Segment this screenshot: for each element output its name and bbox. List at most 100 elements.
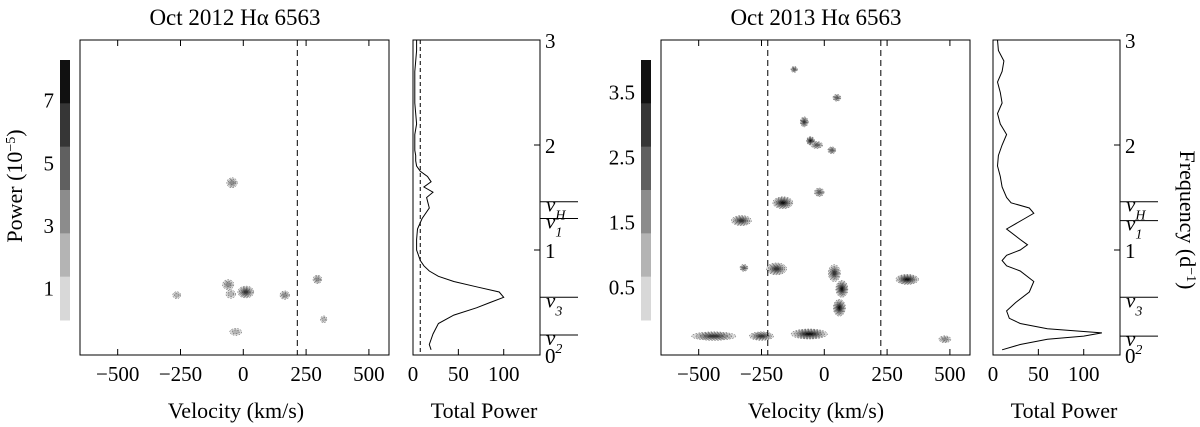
- contour-blob-14-level-3: [742, 266, 746, 270]
- colorbar-segment-2: [60, 146, 70, 191]
- contour-blob-0-level-4: [707, 334, 721, 338]
- right-freq-ylabel: Frequency (d−1): [1175, 151, 1200, 290]
- freq-tick-label-0: 0: [1125, 344, 1136, 368]
- contour-blob-1-level-2: [225, 282, 231, 288]
- power-x-tick-label-0: 0: [988, 362, 999, 386]
- x-tick-label-3: 250: [871, 362, 903, 386]
- right-heatmap-frame: [660, 39, 971, 356]
- frequency-marker-label-2: ν2: [546, 326, 562, 357]
- right-xlabel: Velocity (km/s): [748, 398, 884, 423]
- left-heatmap: −500 −250 0 250 500: [96, 40, 385, 386]
- colorbar-label-1: 1.5: [609, 211, 635, 235]
- contour-blob-2-level-5: [804, 332, 814, 336]
- contour-blob-9-level-3: [817, 190, 822, 194]
- colorbar-label-3: 3.5: [609, 81, 635, 105]
- right-title: Oct 2013 Hα 6563: [730, 5, 901, 30]
- left-colorbar: 1 3 5 7: [44, 60, 70, 321]
- contour-blob-0-level-4: [243, 290, 249, 294]
- x-tick-label-3: 250: [290, 362, 322, 386]
- freq-tick-label-3: 3: [1125, 29, 1136, 53]
- contour-blob-6-level-2: [229, 180, 235, 186]
- colorbar-segment-4: [60, 233, 70, 278]
- x-tick-label-2: 0: [819, 362, 830, 386]
- contour-blob-12-level-3: [835, 96, 839, 100]
- frequency-marker-label-H: νH: [1126, 193, 1146, 224]
- contour-blob-15-level-5: [904, 277, 911, 281]
- left-title: Oct 2012 Hα 6563: [149, 5, 320, 30]
- x-tick-label-2: 0: [238, 362, 249, 386]
- contour-blob-4-level-5: [840, 286, 844, 292]
- colorbar-label-2: 5: [44, 151, 55, 175]
- total-power-curve: [996, 39, 1102, 351]
- contour-blob-2-level-1: [227, 291, 234, 297]
- right-power-frame: [992, 39, 1121, 356]
- contour-blob-7-level-4: [738, 218, 745, 223]
- frequency-marker-label-2: ν2: [1126, 327, 1142, 358]
- contour-blob-13-level-3: [814, 143, 820, 147]
- right-heatmap: −500 −250 0 250 500: [677, 40, 966, 386]
- colorbar-segment-3: [60, 190, 70, 234]
- contour-blob-18-level-3: [830, 148, 834, 152]
- colorbar-segment-4: [641, 233, 651, 278]
- contour-blob-17-level-3: [792, 68, 796, 71]
- colorbar-segment-0: [60, 60, 70, 104]
- frequency-marker-label-1: ν1: [1126, 212, 1142, 243]
- contour-blob-4-level-2: [315, 277, 320, 282]
- x-tick-label-0: −500: [96, 362, 139, 386]
- frequency-marker-label-1: ν1: [546, 210, 562, 241]
- x-tick-label-1: −250: [159, 362, 202, 386]
- contour-blob-8-level-1: [231, 329, 240, 335]
- contour-blob-1-level-4: [757, 334, 766, 338]
- power-x-tick-label-1: 50: [1028, 362, 1049, 386]
- contour-blob-8-level-5: [780, 201, 786, 205]
- power-x-tick-label-2: 100: [1068, 362, 1100, 386]
- contour-blob-7-level-1: [321, 317, 326, 322]
- contour-blob-6-level-4: [773, 267, 780, 271]
- right-power-xlabel: Total Power: [1011, 398, 1118, 423]
- freq-tick-label-2: 2: [545, 134, 556, 158]
- x-tick-label-0: −500: [677, 362, 720, 386]
- colorbar-segment-5: [641, 276, 651, 321]
- colorbar-segment-3: [641, 190, 651, 234]
- left-power-frame: [412, 39, 541, 356]
- contour-blob-11-level-4: [802, 120, 806, 124]
- frequency-marker-label-3: ν3: [1126, 288, 1142, 319]
- freq-tick-label-2: 2: [1125, 134, 1136, 158]
- total-power-curve: [414, 40, 505, 350]
- contour-blob-10-level-5: [809, 139, 812, 143]
- contour-blob-3-level-2: [282, 293, 288, 298]
- left-heatmap-frame: [79, 39, 390, 356]
- colorbar-label-3: 7: [44, 89, 55, 113]
- x-tick-label-1: −250: [740, 362, 783, 386]
- contour-blob-16-level-2: [942, 337, 948, 341]
- colorbar-segment-2: [641, 146, 651, 191]
- freq-tick-label-0: 0: [545, 344, 556, 368]
- contour-blob-5-level-1: [174, 292, 180, 298]
- x-tick-label-4: 500: [934, 362, 966, 386]
- colorbar-label-0: 1: [44, 277, 55, 301]
- colorbar-segment-1: [641, 103, 651, 148]
- frequency-marker-label-3: ν3: [546, 288, 562, 319]
- freq-tick-label-1: 1: [1125, 239, 1136, 263]
- left-ylabel: Power (10−5): [2, 129, 27, 242]
- power-x-tick-label-0: 0: [408, 362, 419, 386]
- colorbar-label-2: 2.5: [609, 146, 635, 170]
- left-power-xlabel: Total Power: [431, 398, 538, 423]
- colorbar-segment-5: [60, 276, 70, 321]
- freq-tick-label-1: 1: [545, 239, 556, 263]
- colorbar-label-1: 3: [44, 214, 55, 238]
- power-x-tick-label-2: 100: [488, 362, 520, 386]
- colorbar-segment-1: [60, 103, 70, 148]
- power-x-tick-label-1: 50: [448, 362, 469, 386]
- colorbar-segment-0: [641, 60, 651, 104]
- colorbar-label-0: 0.5: [609, 276, 635, 300]
- frequency-marker-label-H: νH: [546, 193, 566, 224]
- left-xlabel: Velocity (km/s): [168, 398, 304, 423]
- contour-blob-3-level-5: [837, 305, 842, 310]
- contour-blob-5-level-4: [832, 270, 837, 276]
- x-tick-label-4: 500: [353, 362, 385, 386]
- right-colorbar: 0.5 1.5 2.5 3.5: [609, 60, 651, 321]
